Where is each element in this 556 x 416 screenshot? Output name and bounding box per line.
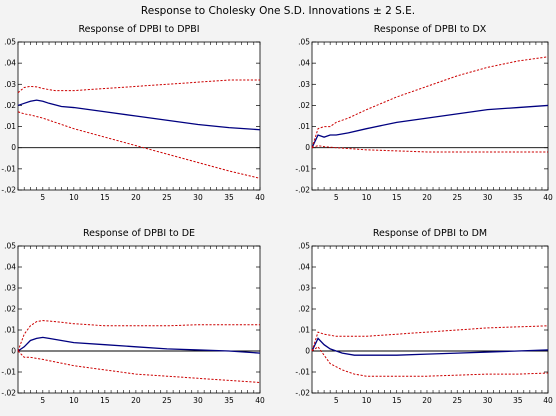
y-tick-label: -.02: [295, 186, 310, 195]
y-tick-label: .02: [298, 101, 310, 110]
y-tick-label: .04: [4, 59, 16, 68]
x-tick-label: 25: [452, 193, 462, 202]
x-tick-label: 5: [40, 193, 45, 202]
y-tick-label: .02: [4, 305, 16, 314]
upper-band-line: [17, 79, 260, 94]
y-tick-label: 0: [11, 347, 16, 356]
panel-response-of-dpbi-to-dpbi: Response of DPBI to DPBI .05 .04 .03 .02 .01 0…: [1, 24, 265, 202]
y-tick-label: -.01: [295, 368, 310, 377]
upper-band-line: [311, 56, 549, 148]
y-tick-label: -.02: [1, 186, 16, 195]
y-tick-label: .05: [4, 38, 16, 47]
panel-title: Response of DPBI to DM: [373, 228, 487, 239]
y-tick-label: -.01: [1, 164, 16, 173]
y-tick-label: .01: [298, 326, 310, 335]
figure-title: Response to Cholesky One S.D. Innovation…: [141, 5, 415, 17]
x-tick-label: 5: [40, 396, 45, 405]
x-tick-label: 30: [483, 193, 493, 202]
y-tick-label: .03: [298, 80, 310, 89]
x-tick-label: 30: [483, 396, 493, 405]
panel-response-of-dpbi-to-dx: Response of DPBI to DX .05 .04 .03 .02 .01 0 -.…: [295, 24, 553, 202]
response-line: [17, 99, 261, 131]
upper-band-line: [17, 320, 260, 352]
response-line: [311, 104, 549, 148]
y-tick-label: .04: [298, 263, 310, 272]
panel-response-of-dpbi-to-dm: Response of DPBI to DM .05 .04 .03 .02 .01 0 -.…: [295, 228, 553, 405]
y-tick-label: .01: [298, 122, 310, 131]
response-line: [17, 336, 261, 354]
x-tick-label: 40: [543, 193, 553, 202]
y-tick-label: .02: [298, 305, 310, 314]
x-tick-label: 15: [392, 193, 402, 202]
x-tick-label: 25: [162, 396, 172, 405]
x-tick-label: 15: [392, 396, 402, 405]
plot-area: [311, 41, 549, 191]
x-tick-label: 10: [362, 193, 372, 202]
lower-band-line: [17, 111, 261, 179]
x-tick-label: 10: [362, 396, 372, 405]
x-tick-label: 5: [334, 396, 339, 405]
x-tick-label: 40: [255, 396, 265, 405]
panel-title: Response of DPBI to DPBI: [78, 24, 199, 35]
panel-title: Response of DPBI to DE: [83, 228, 195, 239]
y-tick-label: -.01: [295, 164, 310, 173]
x-tick-label: 35: [513, 193, 523, 202]
y-tick-label: .05: [298, 38, 310, 47]
x-tick-label: 20: [131, 193, 141, 202]
plot-area: [311, 245, 549, 394]
y-tick-label: 0: [11, 143, 16, 152]
panel-response-of-dpbi-to-de: Response of DPBI to DE .05 .04 .03 .02 .01 0 -.…: [1, 228, 265, 405]
panels: Response of DPBI to DPBI .05 .04 .03 .02 .01 0…: [1, 24, 553, 405]
y-tick-label: -.01: [1, 368, 16, 377]
x-tick-label: 40: [255, 193, 265, 202]
lower-band-line: [311, 145, 548, 153]
x-tick-label: 40: [543, 396, 553, 405]
lower-band-line: [17, 350, 261, 383]
x-tick-label: 30: [193, 193, 203, 202]
panel-title: Response of DPBI to DX: [374, 24, 487, 35]
y-tick-label: .04: [298, 59, 310, 68]
x-tick-label: 20: [131, 396, 141, 405]
y-tick-label: -.02: [295, 389, 310, 398]
x-tick-label: 25: [452, 396, 462, 405]
y-tick-label: .03: [298, 284, 310, 293]
y-tick-label: .01: [4, 122, 16, 131]
y-tick-label: .04: [4, 263, 16, 272]
x-tick-label: 15: [100, 396, 110, 405]
x-tick-label: 30: [193, 396, 203, 405]
lower-band-line: [311, 346, 549, 377]
y-tick-label: 0: [305, 143, 310, 152]
x-tick-label: 20: [422, 396, 432, 405]
x-tick-label: 15: [100, 193, 110, 202]
plot-area: [17, 245, 261, 394]
y-tick-label: .03: [4, 284, 16, 293]
y-tick-label: .02: [4, 101, 16, 110]
upper-band-line: [311, 325, 549, 352]
response-line: [311, 337, 549, 356]
y-tick-label: 0: [305, 347, 310, 356]
x-tick-label: 10: [69, 396, 79, 405]
y-tick-label: .01: [4, 326, 16, 335]
y-tick-label: .05: [4, 242, 16, 251]
x-tick-label: 35: [224, 396, 234, 405]
y-tick-label: .05: [298, 242, 310, 251]
x-tick-label: 25: [162, 193, 172, 202]
y-tick-label: .03: [4, 80, 16, 89]
x-tick-label: 5: [334, 193, 339, 202]
x-tick-label: 10: [69, 193, 79, 202]
y-tick-label: -.02: [1, 389, 16, 398]
x-tick-label: 35: [513, 396, 523, 405]
x-tick-label: 35: [224, 193, 234, 202]
x-tick-label: 20: [422, 193, 432, 202]
